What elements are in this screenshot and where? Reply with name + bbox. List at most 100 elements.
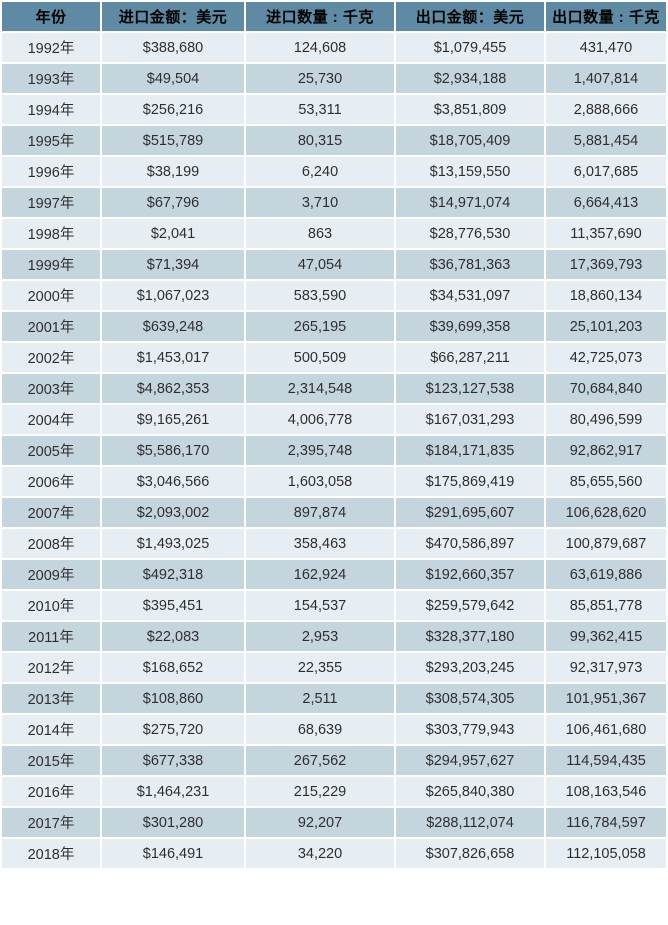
table-row: 2002年 $1,453,017 500,509 $66,287,211 42,725,… [2,343,666,372]
year-cell: 1995年 [2,126,100,155]
year-cell: 2000年 [2,281,100,310]
value-cell: $328,377,180 [396,622,544,651]
value-cell: 70,684,840 [546,374,666,403]
table-row: 1995年 $515,789 80,315 $18,705,409 5,881,454 [2,126,666,155]
table-row: 2003年 $4,862,353 2,314,548 $123,127,538 70,6… [2,374,666,403]
value-cell: 2,888,666 [546,95,666,124]
value-cell: $515,789 [102,126,244,155]
year-cell: 2003年 [2,374,100,403]
value-cell: $14,971,074 [396,188,544,217]
value-cell: $395,451 [102,591,244,620]
value-cell: 162,924 [246,560,394,589]
year-cell: 2007年 [2,498,100,527]
value-cell: $677,338 [102,746,244,775]
value-cell: $168,652 [102,653,244,682]
value-cell: 154,537 [246,591,394,620]
year-cell: 1997年 [2,188,100,217]
value-cell: $22,083 [102,622,244,651]
value-cell: 92,317,973 [546,653,666,682]
value-cell: $2,093,002 [102,498,244,527]
value-cell: $192,660,357 [396,560,544,589]
value-cell: $13,159,550 [396,157,544,186]
value-cell: 863 [246,219,394,248]
value-cell: 5,881,454 [546,126,666,155]
year-cell: 2002年 [2,343,100,372]
value-cell: $2,934,188 [396,64,544,93]
value-cell: $67,796 [102,188,244,217]
year-cell: 2011年 [2,622,100,651]
year-cell: 2001年 [2,312,100,341]
value-cell: 267,562 [246,746,394,775]
value-cell: 116,784,597 [546,808,666,837]
value-cell: $39,699,358 [396,312,544,341]
value-cell: 92,207 [246,808,394,837]
year-cell: 2015年 [2,746,100,775]
value-cell: $307,826,658 [396,839,544,868]
year-cell: 2008年 [2,529,100,558]
value-cell: 2,511 [246,684,394,713]
value-cell: $123,127,538 [396,374,544,403]
value-cell: $2,041 [102,219,244,248]
year-cell: 1999年 [2,250,100,279]
year-cell: 1998年 [2,219,100,248]
value-cell: $256,216 [102,95,244,124]
value-cell: $1,453,017 [102,343,244,372]
value-cell: 22,355 [246,653,394,682]
value-cell: 215,229 [246,777,394,806]
value-cell: $3,851,809 [396,95,544,124]
value-cell: 100,879,687 [546,529,666,558]
value-cell: 34,220 [246,839,394,868]
value-cell: $5,586,170 [102,436,244,465]
table-row: 1993年 $49,504 25,730 $2,934,188 1,407,814 [2,64,666,93]
year-cell: 2005年 [2,436,100,465]
value-cell: 63,619,886 [546,560,666,589]
value-cell: $291,695,607 [396,498,544,527]
table-row: 2017年 $301,280 92,207 $288,112,074 116,784,5… [2,808,666,837]
table-row: 1998年 $2,041 863 $28,776,530 11,357,690 [2,219,666,248]
table-row: 2015年 $677,338 267,562 $294,957,627 114,594,… [2,746,666,775]
value-cell: $66,287,211 [396,343,544,372]
table-row: 2004年 $9,165,261 4,006,778 $167,031,293 80,4… [2,405,666,434]
year-cell: 1996年 [2,157,100,186]
value-cell: 6,664,413 [546,188,666,217]
value-cell: $1,464,231 [102,777,244,806]
value-cell: $275,720 [102,715,244,744]
value-cell: 1,603,058 [246,467,394,496]
value-cell: $108,860 [102,684,244,713]
year-cell: 2012年 [2,653,100,682]
column-header-import-amount: 进口金额：美元 [102,2,244,31]
value-cell: $259,579,642 [396,591,544,620]
table-row: 2005年 $5,586,170 2,395,748 $184,171,835 92,8… [2,436,666,465]
value-cell: $293,203,245 [396,653,544,682]
value-cell: 2,314,548 [246,374,394,403]
value-cell: 4,006,778 [246,405,394,434]
year-cell: 2014年 [2,715,100,744]
table-row: 2018年 $146,491 34,220 $307,826,658 112,105,0… [2,839,666,868]
value-cell: $3,046,566 [102,467,244,496]
table-row: 2011年 $22,083 2,953 $328,377,180 99,362,415 [2,622,666,651]
value-cell: 124,608 [246,33,394,62]
value-cell: $49,504 [102,64,244,93]
value-cell: $34,531,097 [396,281,544,310]
value-cell: $28,776,530 [396,219,544,248]
value-cell: 1,407,814 [546,64,666,93]
value-cell: $18,705,409 [396,126,544,155]
value-cell: 2,953 [246,622,394,651]
table-row: 2001年 $639,248 265,195 $39,699,358 25,101,20… [2,312,666,341]
value-cell: 11,357,690 [546,219,666,248]
value-cell: $38,199 [102,157,244,186]
value-cell: 583,590 [246,281,394,310]
year-cell: 2009年 [2,560,100,589]
table-row: 2014年 $275,720 68,639 $303,779,943 106,461,6… [2,715,666,744]
value-cell: $36,781,363 [396,250,544,279]
value-cell: 3,710 [246,188,394,217]
table-row: 2010年 $395,451 154,537 $259,579,642 85,851,7… [2,591,666,620]
value-cell: 17,369,793 [546,250,666,279]
value-cell: 92,862,917 [546,436,666,465]
table-row: 1999年 $71,394 47,054 $36,781,363 17,369,793 [2,250,666,279]
value-cell: 6,240 [246,157,394,186]
value-cell: $294,957,627 [396,746,544,775]
value-cell: $167,031,293 [396,405,544,434]
table-row: 2013年 $108,860 2,511 $308,574,305 101,951,36… [2,684,666,713]
